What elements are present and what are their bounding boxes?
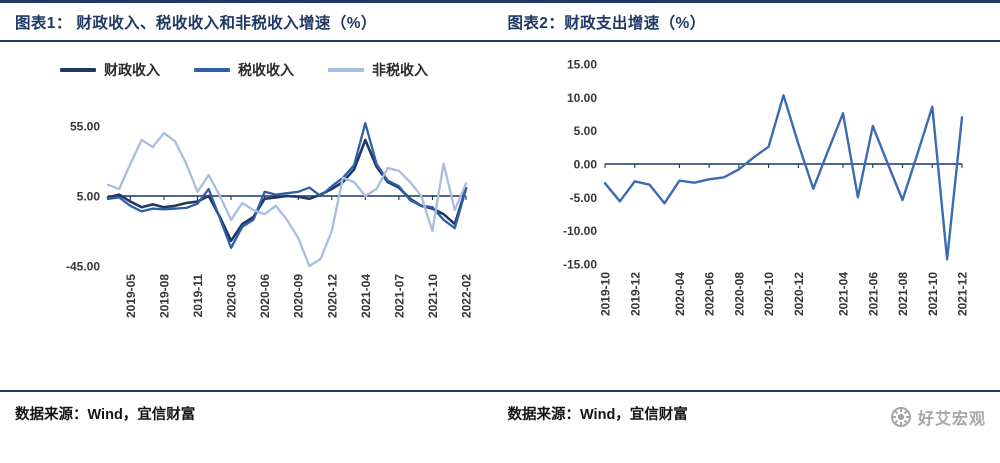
svg-text:2020-10: 2020-10	[762, 272, 776, 316]
svg-text:15.00: 15.00	[567, 58, 597, 72]
nontax-revenue-line-swatch	[328, 68, 364, 72]
svg-text:0.00: 0.00	[574, 158, 598, 172]
svg-text:-10.00: -10.00	[563, 224, 597, 238]
source-footer: 数据来源：Wind，宜信财富 数据来源：Wind，宜信财富 好艾宏观	[0, 390, 1000, 463]
legend-label-fiscal-revenue: 财政收入	[104, 62, 160, 78]
svg-text:2022-02: 2022-02	[460, 274, 474, 318]
svg-text:2019-11: 2019-11	[191, 274, 205, 318]
fiscal-revenue-line-swatch	[60, 68, 96, 72]
figure2-title: 图表2：财政支出增速（%）	[507, 15, 706, 32]
chart1-panel: 财政收入 税收收入 非税收入 55.00 5.00 -45.00 2019-05 201…	[8, 42, 500, 390]
svg-text:2021-10: 2021-10	[426, 274, 440, 318]
svg-text:55.00: 55.00	[70, 120, 100, 134]
source-cell-right: 数据来源：Wind，宜信财富	[493, 403, 986, 463]
svg-text:-45.00: -45.00	[66, 260, 100, 274]
legend-item-tax-revenue: 税收收入	[194, 60, 294, 80]
svg-text:5.00: 5.00	[77, 190, 101, 204]
legend-item-nontax-revenue: 非税收入	[328, 60, 428, 80]
figure1-title: 图表1： 财政收入、税收收入和非税收入增速（%）	[15, 15, 377, 32]
legend-label-tax-revenue: 税收收入	[238, 62, 294, 78]
legend-label-nontax-revenue: 非税收入	[372, 62, 428, 78]
svg-text:2021-12: 2021-12	[956, 272, 970, 316]
svg-text:2019-08: 2019-08	[157, 274, 171, 318]
source-note-left: 数据来源：Wind，宜信财富	[15, 407, 196, 423]
svg-text:-15.00: -15.00	[563, 258, 597, 272]
svg-text:2019-10: 2019-10	[599, 272, 613, 316]
source-cell-left: 数据来源：Wind，宜信财富	[15, 403, 493, 463]
expenditure-growth-line-chart: 15.0010.005.000.00-5.00-10.00-15.002019-…	[563, 58, 970, 317]
revenue-growth-line-chart: 55.00 5.00 -45.00 2019-05 2019-08 2019-11 2020…	[66, 120, 474, 319]
tax-revenue-line-swatch	[194, 68, 230, 72]
svg-text:2019-05: 2019-05	[124, 274, 138, 318]
source-note-right: 数据来源：Wind，宜信财富	[507, 407, 688, 423]
svg-text:2021-04: 2021-04	[359, 274, 373, 318]
svg-text:10.00: 10.00	[567, 91, 597, 105]
chart2-panel: 15.00 10.00 5.00 0.00 -5.00 -10.00 -15.00 2019-…	[500, 42, 992, 390]
svg-text:2020-06: 2020-06	[258, 274, 272, 318]
figure1-title-cell: 图表1： 财政收入、税收收入和非税收入增速（%）	[15, 11, 493, 33]
svg-text:2020-03: 2020-03	[225, 274, 239, 318]
legend-item-fiscal-revenue: 财政收入	[60, 60, 160, 80]
svg-text:2021-10: 2021-10	[926, 272, 940, 316]
brand-logo: 好艾宏观	[889, 405, 986, 429]
gear-flower-icon	[890, 407, 911, 427]
charts-area: 财政收入 税收收入 非税收入 55.00 5.00 -45.00 2019-05 201…	[0, 42, 1000, 390]
svg-text:5.00: 5.00	[574, 124, 598, 138]
svg-text:2020-06: 2020-06	[703, 272, 717, 316]
svg-text:2021-08: 2021-08	[896, 272, 910, 316]
svg-text:2020-09: 2020-09	[292, 274, 306, 318]
chart1-legend: 财政收入 税收收入 非税收入	[60, 60, 500, 80]
brand-logo-text: 好艾宏观	[917, 411, 986, 428]
svg-text:2021-06: 2021-06	[866, 272, 880, 316]
svg-text:2021-07: 2021-07	[392, 274, 406, 318]
svg-text:2020-04: 2020-04	[673, 272, 687, 316]
svg-text:2020-12: 2020-12	[325, 274, 339, 318]
svg-text:2020-08: 2020-08	[732, 272, 746, 316]
figure2-title-cell: 图表2：财政支出增速（%）	[493, 11, 986, 33]
svg-text:2021-04: 2021-04	[837, 272, 851, 316]
figure-title-bar: 图表1： 财政收入、税收收入和非税收入增速（%） 图表2：财政支出增速（%）	[0, 0, 1000, 42]
svg-text:-5.00: -5.00	[570, 191, 598, 205]
svg-text:2020-12: 2020-12	[792, 272, 806, 316]
svg-text:2019-12: 2019-12	[628, 272, 642, 316]
